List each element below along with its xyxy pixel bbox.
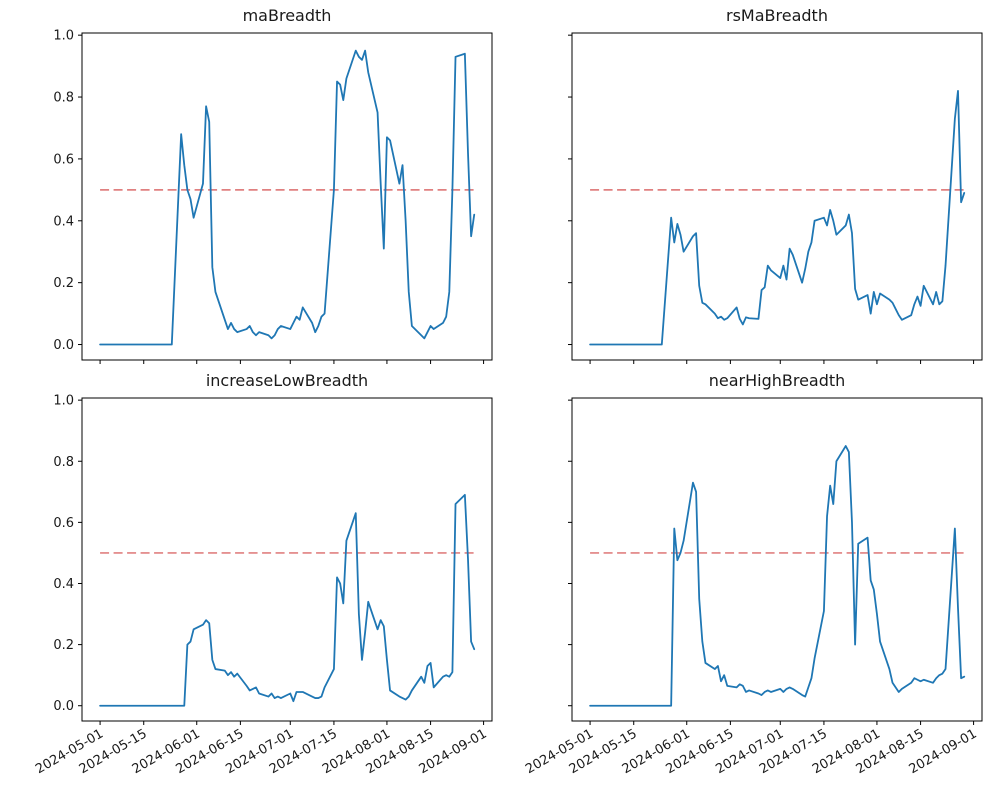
plot-area: 0.0 0.2 0.4 0.6 0.8 1.0 — [53, 29, 493, 364]
subplot-ma-breadth: maBreadth 0.0 0.2 0.4 0.6 0.8 1.0 — [53, 6, 493, 364]
data-line — [99, 49, 476, 346]
axes-frame — [81, 397, 493, 722]
plot-area: 0.00.20.40.60.81.02024-05-012024-05-1520… — [33, 394, 493, 777]
subplot-title: increaseLowBreadth — [205, 371, 369, 390]
y-tick-label: 0.4 — [53, 577, 74, 592]
axes-frame — [571, 32, 983, 361]
y-tick-label: 1.0 — [53, 394, 74, 409]
subplot-rs-ma-breadth: rsMaBreadth — [568, 6, 983, 364]
y-tick-label: 1.0 — [53, 29, 74, 44]
plot-area — [568, 32, 983, 364]
y-tick-label: 0.0 — [53, 338, 74, 353]
axes-frame — [81, 32, 493, 361]
y-tick-label: 0.8 — [53, 91, 74, 106]
subplot-title: maBreadth — [242, 6, 332, 25]
axes-frame — [571, 397, 983, 722]
subplot-near-high-breadth: nearHighBreadth 2024-05-01 2024-05-15 2024… — [523, 371, 983, 777]
data-line — [589, 445, 966, 707]
subplot-title: rsMaBreadth — [726, 6, 828, 25]
subplot-title: nearHighBreadth — [708, 371, 846, 390]
y-tick-label: 0.2 — [53, 276, 74, 291]
y-tick-label: 0.4 — [53, 214, 74, 229]
subplot-increase-low-breadth: increaseLowBreadth 0.0 0.2 0.4 0.6 0.8 1.0 202… — [33, 371, 493, 777]
y-tick-label: 0.2 — [53, 638, 74, 653]
y-tick-label: 0.0 — [53, 699, 74, 714]
y-tick-label: 0.6 — [53, 152, 74, 167]
plot-area: 2024-05-012024-05-152024-06-012024-06-15… — [523, 397, 983, 777]
data-line — [99, 493, 476, 707]
y-tick-label: 0.8 — [53, 455, 74, 470]
y-tick-label: 0.6 — [53, 516, 74, 531]
data-line — [589, 89, 966, 346]
